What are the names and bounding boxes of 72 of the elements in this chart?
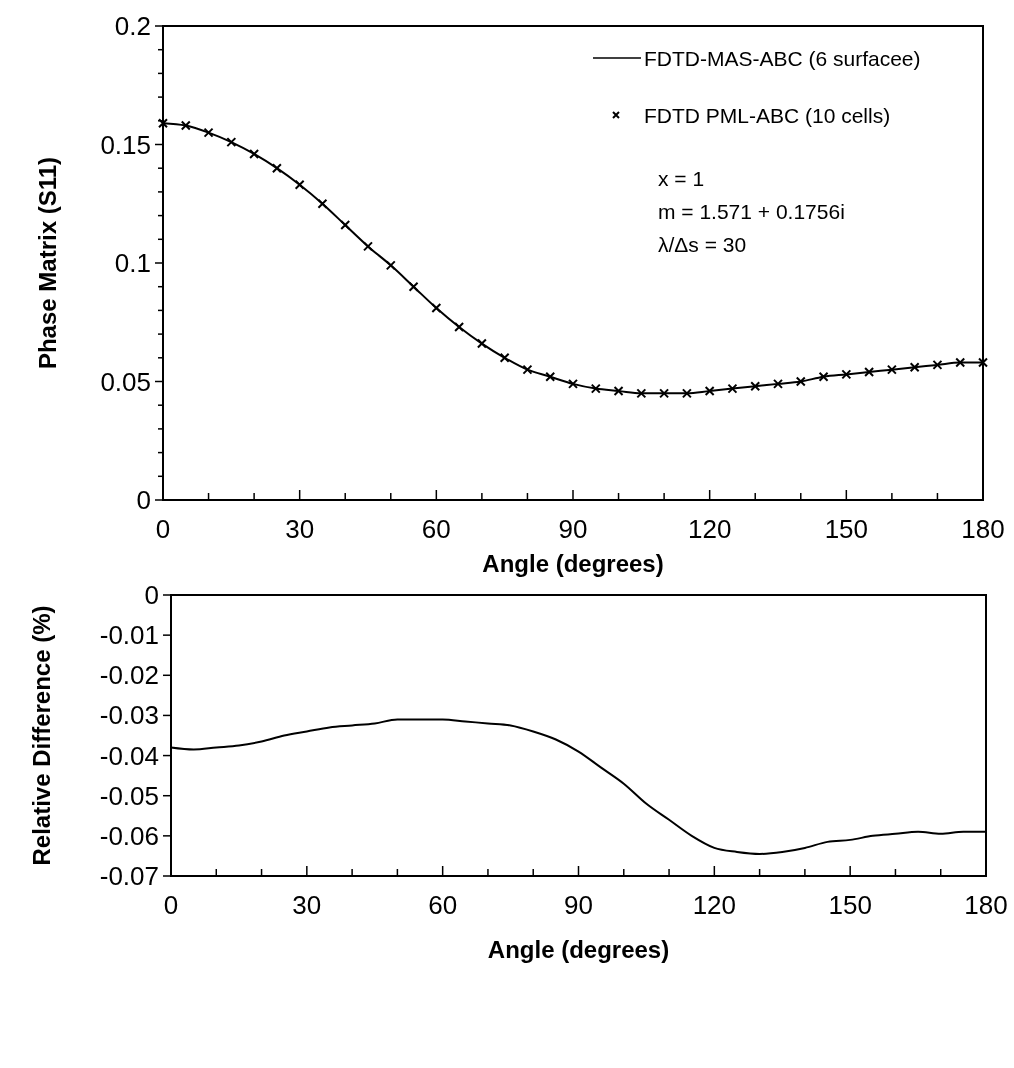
x-tick-label: 150 [828,890,872,920]
x-tick-label: 60 [428,890,458,920]
y-tick-label: 0.05 [100,366,151,397]
point [363,241,373,252]
annotation: λ/Δs = 30 [658,233,747,256]
point [955,357,966,368]
point [795,376,806,387]
point [613,385,624,396]
y-axis-title: Relative Difference (%) [28,605,55,866]
y-tick-label: -0.05 [99,780,159,811]
point [271,163,282,174]
point [203,127,214,138]
y-tick-label: -0.02 [99,660,159,691]
point [818,371,829,382]
point [886,364,897,375]
y-tick-label: 0.1 [114,248,151,278]
point [773,378,783,389]
point [226,137,237,148]
point [476,338,487,349]
point [978,357,988,368]
point [249,148,260,159]
x-tick-label: 150 [824,514,869,544]
y-tick-label: -0.06 [99,820,159,851]
point [704,385,715,396]
x-tick-label: 60 [421,514,451,544]
x-tick-label: 30 [292,890,322,920]
x-tick-label: 180 [961,514,1005,544]
y-tick-label: -0.03 [99,700,159,731]
y-tick-label: 0.15 [100,129,151,160]
x-tick-label: 120 [692,890,737,920]
point [385,260,396,271]
x-tick-label: 90 [558,514,588,544]
point [727,383,738,394]
point [659,388,670,399]
point [454,321,465,332]
point [750,381,761,392]
y-tick-label: 0 [136,485,151,515]
y-tick-label: -0.01 [99,620,159,651]
x-tick-label: 180 [964,890,1008,920]
x-axis-title: Angle (degrees) [482,550,664,577]
point [681,388,692,399]
point [545,371,556,382]
x-tick-label: 0 [163,890,179,920]
y-tick-label: -0.04 [99,740,159,771]
point [408,281,419,292]
y-tick-label: 0 [144,580,159,610]
point [340,220,351,231]
x-tick-label: 120 [687,514,732,544]
x-tick-label: 90 [564,890,593,920]
annotation: x = 1 [658,167,705,190]
annotation: m = 1.571 + 0.1756i [658,200,845,223]
point [499,352,510,363]
point [909,362,920,373]
point [431,303,442,314]
point [317,198,328,209]
y-tick-label: -0.07 [99,861,159,891]
point [158,118,168,129]
point [636,388,647,399]
point [841,369,852,380]
point [568,378,578,389]
point [590,383,601,394]
legend-label: FDTD-MAS-ABC (6 surfacee) [644,47,921,70]
point [864,367,875,378]
legend-label: FDTD PML-ABC (10 cells) [644,104,891,127]
x-tick-label: 30 [285,514,315,544]
point [180,120,191,131]
point [932,359,943,370]
x-axis-title: Angle (degrees) [487,936,670,963]
y-tick-label: 0.2 [114,11,151,41]
point [294,179,305,190]
point [522,364,533,375]
y-axis-title: Phase Matrix (S11) [34,156,61,370]
